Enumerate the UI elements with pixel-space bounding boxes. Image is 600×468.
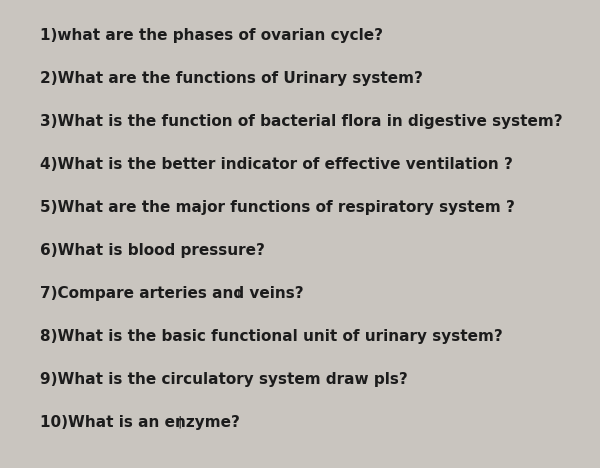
Text: |: | — [178, 415, 182, 428]
Text: 5)What are the major functions of respiratory system ?: 5)What are the major functions of respir… — [40, 200, 515, 215]
Text: 4)What is the better indicator of effective ventilation ?: 4)What is the better indicator of effect… — [40, 157, 513, 172]
Text: 10)What is an enzyme?: 10)What is an enzyme? — [40, 415, 240, 430]
Text: 9)What is the circulatory system draw pls?: 9)What is the circulatory system draw pl… — [40, 372, 408, 387]
Text: 2)What are the functions of Urinary system?: 2)What are the functions of Urinary syst… — [40, 71, 423, 86]
Text: 7)Compare arteries and veins?: 7)Compare arteries and veins? — [40, 286, 309, 301]
Text: 6)What is blood pressure?: 6)What is blood pressure? — [40, 243, 265, 258]
Text: 1)what are the phases of ovarian cycle?: 1)what are the phases of ovarian cycle? — [40, 28, 383, 43]
Text: I: I — [236, 288, 240, 301]
Text: 8)What is the basic functional unit of urinary system?: 8)What is the basic functional unit of u… — [40, 329, 503, 344]
Text: 3)What is the function of bacterial flora in digestive system?: 3)What is the function of bacterial flor… — [40, 114, 563, 129]
